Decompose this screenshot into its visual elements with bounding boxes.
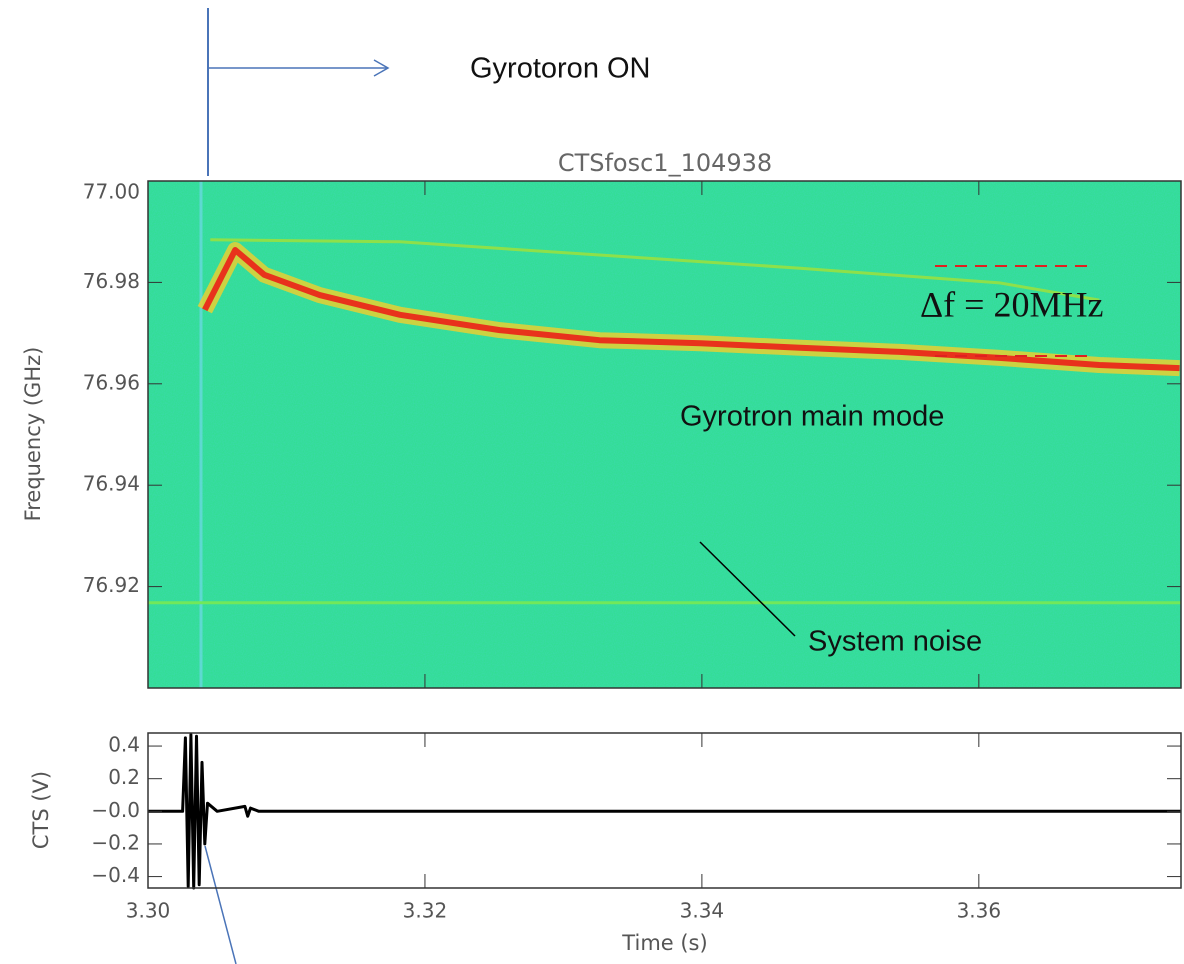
guide-line — [204, 845, 237, 964]
annotation: Gyrotron main mode — [680, 401, 944, 433]
data-line — [210, 238, 1100, 302]
signal-plot: 0.4 0.2 −0.0 −0.2 −0.4 3.30 3.32 3.34 3.36 — [91, 732, 1182, 923]
x-tick-label: 3.32 — [403, 899, 448, 923]
y-tick-label: 76.98 — [83, 269, 140, 293]
y-tick-label: −0.0 — [91, 798, 140, 822]
arrow-head — [373, 59, 390, 77]
annotation: Δf = 20MHz — [920, 284, 1103, 324]
y-tick-label: −0.2 — [91, 830, 140, 854]
annotation: System noise — [808, 626, 982, 658]
x-tick-label: 3.34 — [680, 899, 725, 923]
y-tick-label: 0.4 — [108, 733, 140, 757]
y-tick-label: −0.4 — [91, 863, 140, 887]
x-tick-label: 3.36 — [957, 899, 1002, 923]
noise-texture — [148, 181, 1181, 688]
chart-title: CTSfosc1_104938 — [558, 149, 772, 177]
y-tick-label: 76.94 — [83, 472, 140, 496]
plot-frame — [147, 180, 1182, 689]
annotation: Gyrotoron ON — [470, 53, 651, 85]
plot-frame — [147, 732, 1182, 889]
x-axis-label: Time (s) — [621, 931, 707, 955]
data-line — [148, 733, 1181, 890]
y-axis-label: Frequency (GHz) — [21, 347, 45, 522]
spectrogram: 77.00 76.98 76.96 76.94 76.92 — [83, 180, 1182, 689]
y-tick-label: 0.2 — [108, 765, 140, 789]
y-tick-label: 76.96 — [83, 370, 140, 394]
y-tick-label: 77.00 — [83, 180, 140, 204]
overlay: Δf = 20MHz Gyrotron main mode System noi… — [680, 265, 1103, 658]
x-tick-label: 3.30 — [126, 899, 171, 923]
pointer-line — [699, 541, 796, 637]
y-tick-label: 76.92 — [83, 573, 140, 597]
y-axis-label: CTS (V) — [29, 771, 53, 849]
data-line — [202, 247, 1180, 372]
